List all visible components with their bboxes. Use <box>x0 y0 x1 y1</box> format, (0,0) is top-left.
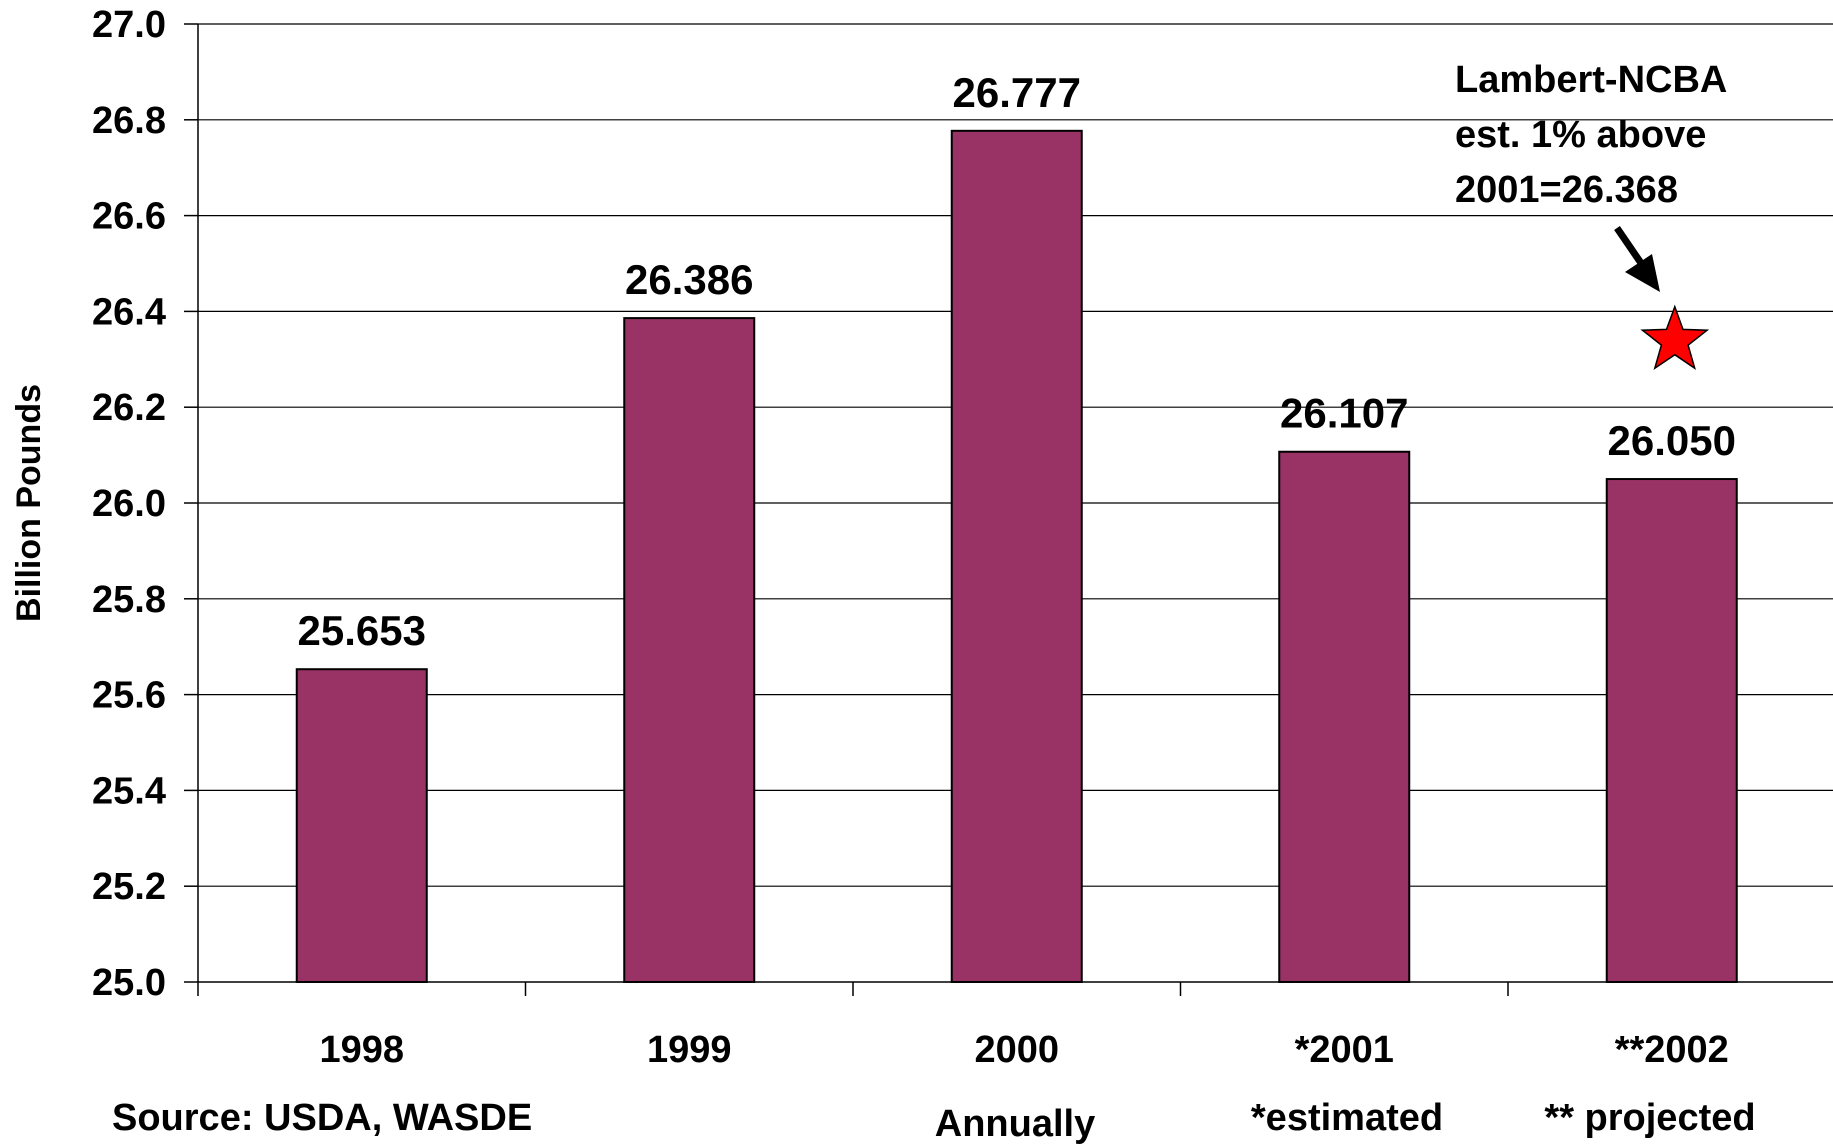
y-tick-label: 25.8 <box>92 579 166 621</box>
value-label: 26.777 <box>953 69 1081 116</box>
annotation-line-3: 2001=26.368 <box>1455 169 1678 211</box>
axes <box>184 23 1833 996</box>
y-tick-label: 25.4 <box>92 770 166 812</box>
bars <box>295 129 1738 983</box>
y-tick-label: 27.0 <box>92 4 166 46</box>
x-tick-label: 2000 <box>974 1029 1059 1071</box>
value-label: 26.107 <box>1280 390 1408 437</box>
bar <box>295 668 428 983</box>
bar <box>1278 450 1411 983</box>
y-tick-label: 26.2 <box>92 387 166 429</box>
annotation-line-2: est. 1% above <box>1455 114 1706 156</box>
star-icon <box>1640 304 1710 370</box>
projected-note: ** projected <box>1544 1097 1755 1139</box>
value-label: 26.050 <box>1608 417 1736 464</box>
y-tick-label: 26.0 <box>92 483 166 525</box>
arrow-icon <box>1614 226 1660 292</box>
value-label: 25.653 <box>298 607 426 654</box>
x-tick-label: **2002 <box>1615 1029 1729 1071</box>
estimated-note: *estimated <box>1251 1097 1443 1139</box>
y-tick-label: 26.6 <box>92 196 166 238</box>
y-tick-label: 25.0 <box>92 962 166 1004</box>
y-tick-label: 25.2 <box>92 866 166 908</box>
x-axis-label: Annually <box>935 1103 1095 1144</box>
x-tick-label: *2001 <box>1295 1029 1394 1071</box>
annotation: Lambert-NCBA est. 1% above 2001=26.368 <box>1455 59 1727 370</box>
value-label: 26.386 <box>625 256 753 303</box>
y-tick-label: 26.8 <box>92 100 166 142</box>
y-axis-label: Billion Pounds <box>10 384 48 622</box>
y-tick-label: 25.6 <box>92 675 166 717</box>
bar <box>950 129 1083 983</box>
bar <box>623 317 756 983</box>
value-labels: 25.653 26.386 26.777 26.107 26.050 <box>298 69 1736 654</box>
bar <box>1605 478 1738 983</box>
y-tick-label: 26.4 <box>92 291 166 333</box>
annotation-line-1: Lambert-NCBA <box>1455 59 1727 101</box>
x-tick-label: 1998 <box>319 1029 404 1071</box>
y-tick-labels: 25.0 25.2 25.4 25.6 25.8 26.0 26.2 26.4 26.6 26.8… <box>92 4 166 1004</box>
source-note: Source: USDA, WASDE <box>112 1097 532 1139</box>
x-tick-label: 1999 <box>647 1029 732 1071</box>
x-tick-labels: 1998 1999 2000 *2001 **2002 <box>319 1029 1728 1071</box>
